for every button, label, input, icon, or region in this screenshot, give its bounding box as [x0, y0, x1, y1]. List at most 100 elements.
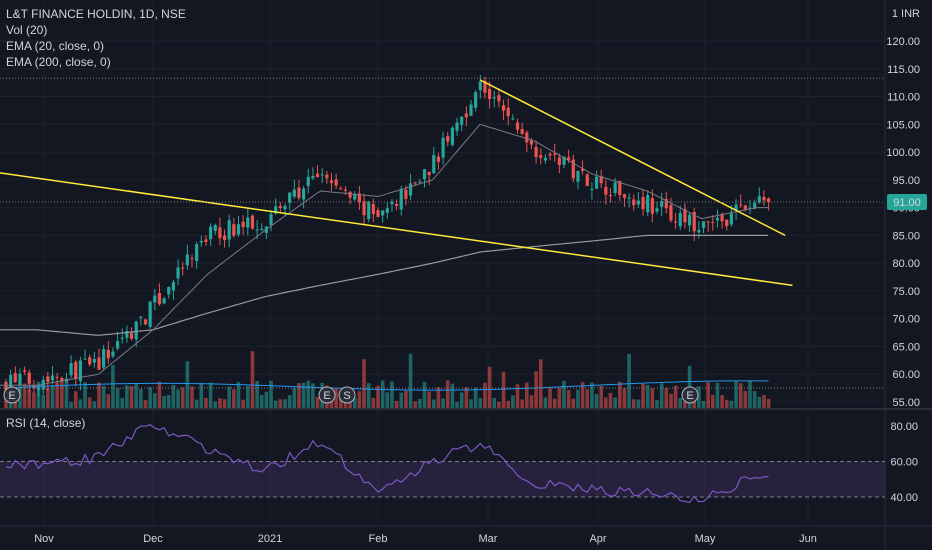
- volume-bar: [659, 383, 664, 408]
- candle-body: [436, 156, 441, 162]
- volume-bar: [125, 385, 129, 408]
- candle-body: [116, 341, 120, 349]
- volume-bar: [199, 382, 204, 408]
- volume-bar: [55, 382, 59, 408]
- symbol-title[interactable]: L&T FINANCE HOLDIN, 1D, NSE: [6, 7, 186, 21]
- volume-bar: [557, 387, 562, 408]
- earnings-marker[interactable]: [318, 386, 336, 404]
- price-tick-label: 85.00: [892, 230, 920, 242]
- volume-bar: [246, 386, 250, 408]
- volume-bar: [232, 389, 236, 408]
- last-price-label: 91.00: [893, 197, 921, 209]
- candle-body: [339, 188, 343, 190]
- candle-body: [181, 267, 185, 269]
- ema200-line[interactable]: [0, 234, 768, 336]
- price-tick-label: 100.00: [886, 147, 920, 159]
- volume-bar: [450, 383, 455, 408]
- candle-body: [650, 198, 654, 214]
- candle-body: [111, 351, 115, 357]
- candle-body: [655, 208, 659, 212]
- candle-body: [492, 97, 496, 99]
- volume-bar: [334, 388, 338, 408]
- candle-body: [311, 176, 315, 179]
- candle-body: [646, 195, 650, 213]
- rsi-tick-label: 40.00: [890, 492, 918, 504]
- time-tick-label: Dec: [143, 533, 163, 545]
- volume-bar: [673, 385, 678, 408]
- volume-bar: [362, 359, 366, 408]
- candle-body: [683, 208, 687, 223]
- rsi-line[interactable]: [5, 424, 769, 504]
- resistance-trendline[interactable]: [479, 79, 786, 237]
- candle-body: [199, 240, 203, 243]
- candle-body: [669, 205, 673, 221]
- volume-bar: [608, 392, 613, 408]
- candle-body: [534, 146, 538, 158]
- volume-bar: [585, 389, 590, 408]
- split-marker[interactable]: [338, 386, 356, 404]
- ema200-legend[interactable]: EMA (200, close, 0): [6, 55, 111, 69]
- volume-bar: [413, 401, 417, 408]
- price-tick-label: 80.00: [892, 258, 920, 270]
- candle-body: [418, 181, 422, 183]
- volume-bar: [143, 400, 148, 408]
- volume-bar: [701, 400, 706, 408]
- candle-body: [562, 156, 566, 165]
- volume-bar: [343, 399, 348, 408]
- volume-bar: [269, 380, 273, 408]
- volume-bar: [120, 397, 125, 408]
- volume-bar: [41, 394, 45, 408]
- volume-bar: [92, 401, 97, 408]
- earnings-marker[interactable]: [3, 386, 21, 404]
- earnings-marker[interactable]: [681, 386, 699, 404]
- volume-bar: [404, 390, 408, 408]
- volume-bar: [213, 401, 218, 408]
- candle-body: [204, 239, 208, 242]
- candle-body: [525, 132, 529, 143]
- volume-bar: [287, 394, 292, 408]
- volume-bar: [111, 365, 115, 408]
- currency-label[interactable]: 1 INR: [892, 8, 920, 20]
- candle-body: [469, 104, 473, 116]
- candle-body: [283, 205, 287, 210]
- candle-body: [241, 221, 245, 227]
- candle-body: [678, 212, 682, 227]
- volume-bar: [380, 380, 385, 408]
- candle-body: [767, 198, 771, 203]
- candle-body: [757, 196, 761, 203]
- volume-bar: [734, 380, 738, 408]
- volume-bar: [60, 380, 64, 408]
- volume-bar: [69, 401, 73, 408]
- volume-bar: [408, 353, 413, 408]
- candle-body: [334, 179, 338, 186]
- candle-body: [687, 214, 692, 226]
- rsi-legend[interactable]: RSI (14, close): [6, 416, 86, 430]
- candle-body: [706, 221, 710, 223]
- volume-bar: [743, 390, 748, 408]
- volume-bar: [715, 382, 720, 408]
- candle-body: [511, 118, 515, 120]
- long-trendline[interactable]: [0, 163, 793, 287]
- candle-body: [734, 204, 738, 211]
- volume-bar: [101, 385, 106, 408]
- volume-bar: [483, 382, 487, 408]
- candle-body: [543, 157, 547, 161]
- candle-body: [422, 169, 427, 180]
- volume-bar: [580, 382, 585, 408]
- volume-bar: [613, 397, 617, 408]
- volume-bar: [697, 386, 701, 408]
- volume-bar: [548, 388, 552, 408]
- volume-legend[interactable]: Vol (20): [6, 23, 48, 37]
- volume-bar: [73, 391, 78, 408]
- candle-body: [371, 203, 375, 215]
- candle-body: [185, 254, 189, 266]
- candle-body: [460, 116, 464, 125]
- last-price-tag: [887, 194, 927, 211]
- candle-body: [162, 298, 166, 304]
- volume-bar: [376, 385, 380, 408]
- candle-body: [297, 187, 301, 198]
- volume-bar: [427, 391, 431, 408]
- ema20-line[interactable]: [0, 123, 768, 386]
- ema20-legend[interactable]: EMA (20, close, 0): [6, 39, 105, 53]
